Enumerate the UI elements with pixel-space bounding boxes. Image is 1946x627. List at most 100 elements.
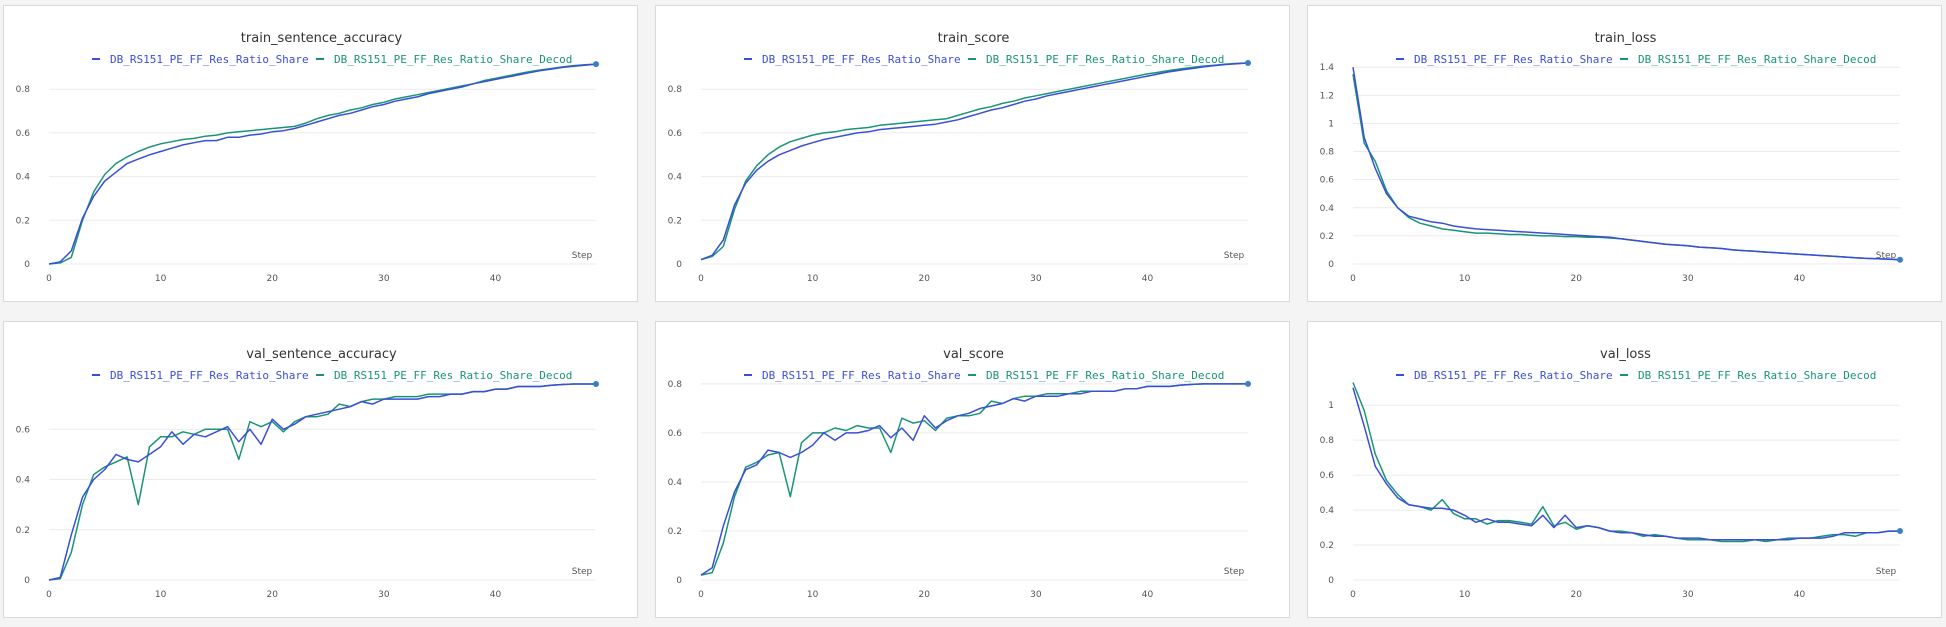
chart-title: val_loss: [1600, 347, 1651, 362]
y-tick-label: 0.2: [16, 526, 30, 536]
x-tick-label: 10: [155, 274, 167, 284]
y-tick-label: 0.6: [668, 129, 683, 139]
y-tick-label: 0.2: [1320, 232, 1334, 242]
legend-label: DB_RS151_PE_FF_Res_Ratio_Share: [1414, 369, 1613, 382]
y-tick-label: 0.6: [16, 129, 31, 139]
y-tick-label: 0: [24, 576, 30, 586]
x-tick-label: 40: [1794, 590, 1806, 600]
legend-label: DB_RS151_PE_FF_Res_Ratio_Share_Decod: [986, 369, 1224, 382]
series-line: [1352, 74, 1901, 261]
x-tick-label: 40: [1142, 590, 1154, 600]
y-tick-label: 0.6: [1320, 176, 1335, 186]
chart-title: train_sentence_accuracy: [241, 31, 403, 46]
end-point-marker: [1245, 380, 1251, 387]
x-tick-label: 20: [267, 274, 279, 284]
y-tick-label: 0.2: [1320, 541, 1334, 551]
chart-svg: 0 0.2 0.4 0.6 0.8 0 10 20 30 40 Step val_score DB_RS…: [668, 347, 1251, 600]
x-tick-label: 10: [807, 590, 819, 600]
y-tick-label: 0.4: [668, 478, 683, 488]
x-tick-label: 0: [698, 590, 704, 600]
y-tick-label: 0.4: [668, 173, 683, 183]
x-tick-label: 20: [267, 590, 279, 600]
chart-svg: 0 0.2 0.4 0.6 0.8 0 10 20 30 40 Step train_sentence…: [16, 31, 599, 284]
chart-svg: 0 0.2 0.4 0.6 0.8 1 1.2 1.4 0 10 20 30 40 Step train_l…: [1320, 31, 1903, 284]
y-tick-label: 0.2: [16, 216, 30, 226]
y-tick-label: 0: [1328, 576, 1334, 586]
x-tick-label: 40: [1794, 274, 1806, 284]
y-tick-label: 0.2: [668, 527, 682, 537]
legend-label: DB_RS151_PE_FF_Res_Ratio_Share: [1414, 53, 1613, 66]
chart-svg: 00.20.40.60.810 10 20 30 40Stepval_lossDB_RS…: [1320, 347, 1903, 600]
end-point-marker: [593, 381, 599, 388]
x-tick-label: 40: [1142, 274, 1154, 284]
x-tick-label: 30: [1682, 274, 1694, 284]
y-tick-label: 0.8: [16, 85, 31, 95]
chart-svg: 0 0.2 0.4 0.6 0.8 0 10 20 30 40 Step train_score DB_…: [668, 31, 1251, 284]
chart-panel-train-score: 0 0.2 0.4 0.6 0.8 0 10 20 30 40 Step train_score DB_…: [655, 5, 1290, 302]
x-axis-step-label: Step: [572, 567, 593, 577]
x-tick-label: 0: [46, 590, 52, 600]
series-line: [700, 62, 1249, 261]
x-tick-label: 20: [1571, 590, 1583, 600]
x-tick-label: 40: [490, 274, 502, 284]
legend-label: DB_RS151_PE_FF_Res_Ratio_Share_Decod: [1638, 369, 1876, 382]
end-point-marker: [1245, 60, 1251, 66]
y-tick-label: 0: [676, 576, 682, 586]
x-tick-label: 30: [1030, 590, 1042, 600]
y-tick-label: 0: [24, 260, 30, 270]
x-tick-label: 30: [1030, 274, 1042, 284]
chart-svg: 0 0.2 0.4 0.6 0 10 20 30 40 Step val_sentence_accu…: [16, 347, 599, 600]
y-tick-label: 1.2: [1320, 91, 1334, 101]
end-point-marker: [1897, 528, 1903, 535]
y-tick-label: 0.8: [1320, 436, 1335, 446]
legend-label: DB_RS151_PE_FF_Res_Ratio_Share_Decod: [1638, 53, 1876, 66]
y-tick-label: 0.2: [668, 216, 682, 226]
x-tick-label: 30: [378, 590, 390, 600]
chart-panel-val-loss: 0 0.2 0.4 0.6 0.8 1 0 10 20 30 40 Step val_loss DB_RS…: [1307, 321, 1942, 618]
x-tick-label: 20: [919, 274, 931, 284]
series-line: [1352, 387, 1900, 541]
chart-panel-train-sentence-accuracy: 0 0.2 0.4 0.6 0.8 0 10 20 30 40 Step train_sentence…: [3, 5, 638, 302]
y-tick-label: 0.6: [16, 425, 31, 435]
x-axis-step-label: Step: [572, 251, 593, 261]
x-tick-label: 10: [807, 274, 819, 284]
x-tick-label: 0: [1350, 274, 1356, 284]
y-tick-label: 0.6: [668, 429, 683, 439]
y-tick-label: 1: [1328, 401, 1334, 411]
x-tick-label: 20: [1571, 274, 1583, 284]
series-line: [700, 383, 1248, 576]
series-line: [700, 383, 1248, 576]
series-line: [48, 383, 596, 581]
chart-panel-val-score: 0 0.2 0.4 0.6 0.8 0 10 20 30 40 Step val_score DB_RS…: [655, 321, 1290, 618]
legend-label: DB_RS151_PE_FF_Res_Ratio_Share_Decod: [334, 53, 572, 66]
chart-title: val_sentence_accuracy: [246, 347, 397, 362]
x-tick-label: 10: [1459, 590, 1471, 600]
series-line: [48, 63, 597, 265]
x-axis-step-label: Step: [1224, 567, 1245, 577]
y-tick-label: 1.4: [1320, 63, 1335, 73]
chart-panel-val-sentence-accuracy: 0 0.2 0.4 0.6 0 10 20 30 40 Step val_sentence_accu…: [3, 321, 638, 618]
y-tick-label: 0.8: [668, 85, 683, 95]
series-line: [700, 62, 1249, 261]
y-tick-label: 0.4: [1320, 204, 1335, 214]
x-axis-step-label: Step: [1224, 251, 1245, 261]
y-tick-label: 0: [676, 260, 682, 270]
legend-label: DB_RS151_PE_FF_Res_Ratio_Share: [110, 53, 309, 66]
legend-label: DB_RS151_PE_FF_Res_Ratio_Share: [110, 369, 309, 382]
x-tick-label: 20: [919, 590, 931, 600]
y-tick-label: 0.4: [16, 476, 31, 486]
chart-title: train_loss: [1595, 31, 1657, 46]
y-tick-label: 1: [1328, 119, 1334, 129]
y-tick-label: 0: [1328, 260, 1334, 270]
y-tick-label: 0.8: [1320, 148, 1335, 158]
x-axis-step-label: Step: [1876, 567, 1897, 577]
chart-panel-train-loss: 0 0.2 0.4 0.6 0.8 1 1.2 1.4 0 10 20 30 40 Step train_l…: [1307, 5, 1942, 302]
x-axis-step-label: Step: [1876, 251, 1897, 261]
x-tick-label: 0: [698, 274, 704, 284]
x-tick-label: 10: [155, 590, 167, 600]
series-line: [1352, 67, 1901, 261]
legend-label: DB_RS151_PE_FF_Res_Ratio_Share: [762, 369, 961, 382]
chart-title: val_score: [943, 347, 1004, 362]
chart-title: train_score: [938, 31, 1010, 46]
end-point-marker: [593, 61, 599, 68]
